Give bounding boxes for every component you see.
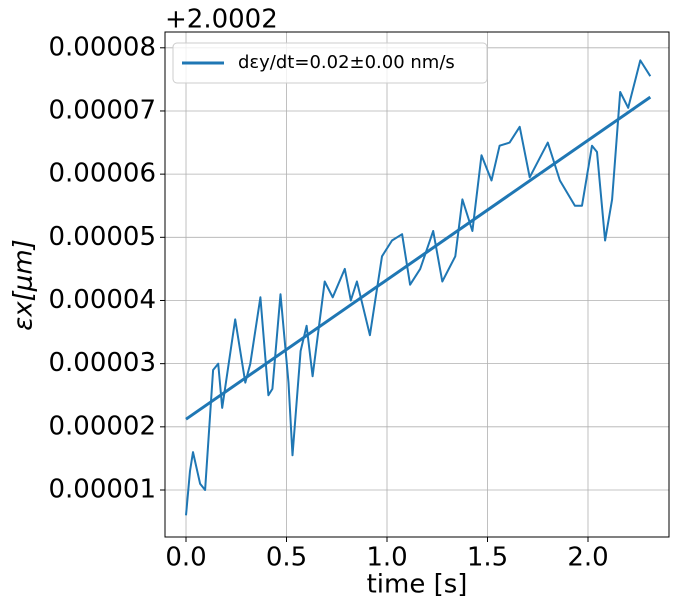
y-offset-label: +2.0002 [165, 5, 278, 35]
y-tick-label: 0.00004 [48, 285, 156, 315]
y-tick-label: 0.00001 [48, 474, 156, 504]
axes-frame [164, 31, 670, 538]
y-tick-label: 0.00006 [48, 159, 156, 189]
y-tick-label: 0.00002 [48, 411, 156, 441]
legend-label: dεy/dt=0.02±0.00 nm/s [238, 52, 455, 73]
x-tick-label: 0.0 [165, 543, 206, 573]
x-tick-label: 1.0 [366, 543, 407, 573]
y-tick-label: 0.00003 [48, 348, 156, 378]
y-tick-label: 0.00008 [48, 32, 156, 62]
x-tick-label: 0.5 [266, 543, 307, 573]
y-axis-label: εx[μm] [9, 239, 39, 331]
x-axis-label: time [s] [367, 570, 468, 600]
x-tick-label: 2.0 [567, 543, 608, 573]
x-tick-label: 1.5 [467, 543, 508, 573]
y-tick-label: 0.00005 [48, 222, 156, 252]
data-line [185, 95, 652, 421]
data-line [185, 59, 652, 516]
legend-box [172, 42, 488, 84]
y-tick-label: 0.00007 [48, 95, 156, 125]
legend: dεy/dt=0.02±0.00 nm/s [172, 42, 488, 84]
